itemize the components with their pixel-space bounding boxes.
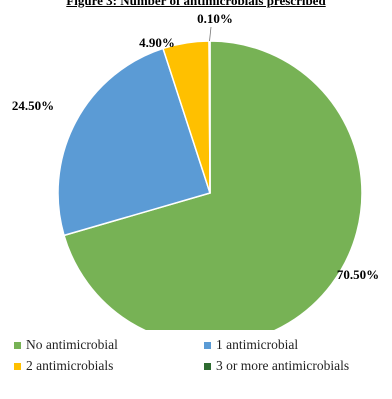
data-label: 4.90% xyxy=(139,35,175,50)
pie-slice-no-antimicrobial xyxy=(63,40,363,330)
data-label: 24.50% xyxy=(12,98,54,113)
leader-line xyxy=(209,26,212,42)
data-label: 70.50% xyxy=(337,267,379,282)
legend-item: No antimicrobial xyxy=(14,337,118,353)
data-label: 0.10% xyxy=(197,11,233,26)
legend-swatch xyxy=(14,362,21,370)
legend-item: 1 antimicrobial xyxy=(204,337,298,353)
legend-swatch xyxy=(204,341,211,349)
legend-label: 2 antimicrobials xyxy=(26,358,114,373)
chart-title: Figure 3: Number of antimicrobials presc… xyxy=(66,0,326,8)
pie-plot-area: 70.50% 24.50% 4.90% 0.10% xyxy=(12,11,379,330)
pie-slice-3-or-more-antimicrobials xyxy=(208,40,211,194)
legend-label: 1 antimicrobial xyxy=(216,337,299,352)
legend-label: 3 or more antimicrobials xyxy=(216,358,350,373)
pie-slice-1-antimicrobial xyxy=(57,47,211,237)
legend-swatch xyxy=(14,341,21,349)
legend-item: 2 antimicrobials xyxy=(14,358,113,374)
legend-swatch xyxy=(204,362,211,370)
legend-item: 3 or more antimicrobials xyxy=(204,358,349,374)
legend-label: No antimicrobial xyxy=(26,337,118,352)
